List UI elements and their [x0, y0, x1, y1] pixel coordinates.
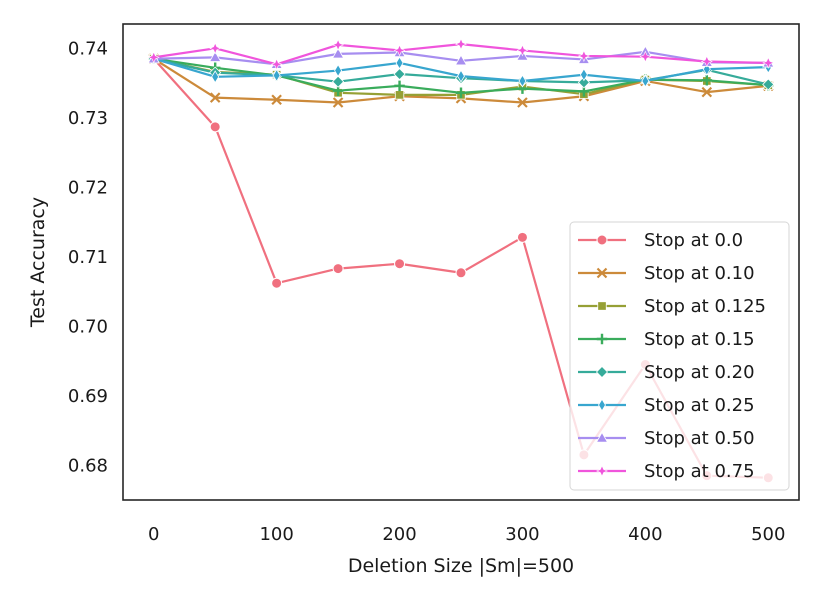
data-point — [393, 67, 406, 81]
x-tick-label: 200 — [382, 524, 416, 545]
x-tick-label: 400 — [628, 524, 662, 545]
data-point — [332, 263, 344, 275]
data-point — [271, 277, 283, 289]
legend-marker — [598, 398, 606, 412]
data-point — [516, 44, 529, 57]
data-point — [454, 54, 468, 66]
y-tick-label: 0.74 — [68, 38, 108, 59]
axes-frame — [122, 23, 800, 501]
data-point — [762, 56, 775, 69]
legend-label: Stop at 0.15 — [644, 329, 755, 350]
data-point — [147, 51, 160, 64]
legend-item: Stop at 0.15 — [578, 329, 755, 350]
data-point — [209, 92, 221, 103]
data-point — [700, 55, 713, 68]
data-point — [393, 44, 406, 57]
data-point — [394, 258, 406, 270]
data-point — [518, 74, 527, 88]
data-point — [701, 86, 713, 98]
data-point — [270, 58, 283, 71]
data-point — [394, 80, 405, 92]
legend-marker — [596, 234, 608, 246]
data-point — [762, 78, 775, 91]
legend-box — [569, 221, 790, 491]
legend-item: Stop at 0.0 — [578, 230, 743, 251]
data-point — [701, 75, 713, 86]
legend-label: Stop at 0.50 — [644, 428, 755, 449]
legend-marker — [595, 365, 609, 379]
data-point — [516, 231, 528, 243]
legend-marker — [597, 301, 607, 311]
data-point — [332, 75, 345, 88]
series-7 — [147, 38, 775, 71]
data-point — [457, 69, 465, 83]
data-point — [641, 74, 650, 88]
legend-item: Stop at 0.50 — [578, 428, 755, 449]
data-point — [577, 49, 590, 62]
y-tick-label: 0.71 — [68, 247, 108, 268]
data-point — [331, 47, 345, 59]
series-5 — [149, 52, 773, 88]
y-tick-label: 0.70 — [68, 316, 108, 337]
y-axis: 0.68 0.69 0.70 0.71 0.72 0.73 0.74 — [68, 38, 108, 476]
data-point — [271, 94, 282, 106]
y-tick-label: 0.72 — [68, 177, 108, 198]
legend: Stop at 0.0 Stop at 0.10 Stop at 0.125 Stop… — [569, 221, 790, 491]
legend-marker — [595, 464, 609, 478]
data-point — [455, 87, 467, 99]
legend-label: Stop at 0.75 — [644, 461, 755, 482]
data-point — [579, 68, 588, 82]
legend-label: Stop at 0.25 — [644, 395, 755, 416]
legend-label: Stop at 0.0 — [644, 230, 743, 251]
legend-item: Stop at 0.125 — [578, 296, 766, 317]
data-point — [394, 90, 405, 100]
x-tick-label: 500 — [751, 524, 785, 545]
y-tick-label: 0.68 — [68, 455, 108, 476]
legend-item: Stop at 0.75 — [578, 461, 755, 482]
x-tick-label: 0 — [148, 524, 159, 545]
x-axis-title: Deletion Size |Sm|=500 — [348, 555, 574, 577]
data-point — [208, 51, 222, 62]
data-point — [209, 42, 222, 55]
data-point — [639, 50, 652, 63]
legend-marker — [595, 431, 609, 443]
data-point — [211, 70, 220, 84]
x-tick-label: 300 — [505, 524, 539, 545]
legend-item: Stop at 0.25 — [578, 395, 755, 416]
data-point — [455, 267, 467, 279]
legend-label: Stop at 0.125 — [644, 296, 766, 317]
data-point — [395, 56, 404, 70]
x-tick-label: 100 — [259, 524, 293, 545]
data-point — [332, 97, 344, 108]
data-point — [577, 76, 590, 89]
y-axis-title: Test Accuracy — [27, 197, 49, 328]
legend-marker — [596, 333, 608, 345]
legend-item: Stop at 0.10 — [578, 263, 755, 284]
data-point — [209, 121, 221, 133]
legend-item: Stop at 0.20 — [578, 362, 755, 383]
y-tick-label: 0.69 — [68, 386, 108, 407]
data-point — [332, 38, 345, 51]
x-axis: 0 100 200 300 400 500 — [148, 524, 785, 545]
legend-label: Stop at 0.20 — [644, 362, 755, 383]
legend-marker — [596, 267, 608, 279]
data-point — [334, 64, 343, 78]
legend-label: Stop at 0.10 — [644, 263, 755, 284]
data-point — [454, 38, 468, 51]
data-point — [272, 68, 281, 82]
y-tick-label: 0.73 — [68, 108, 108, 129]
data-point — [517, 97, 528, 108]
series-group — [147, 38, 775, 484]
